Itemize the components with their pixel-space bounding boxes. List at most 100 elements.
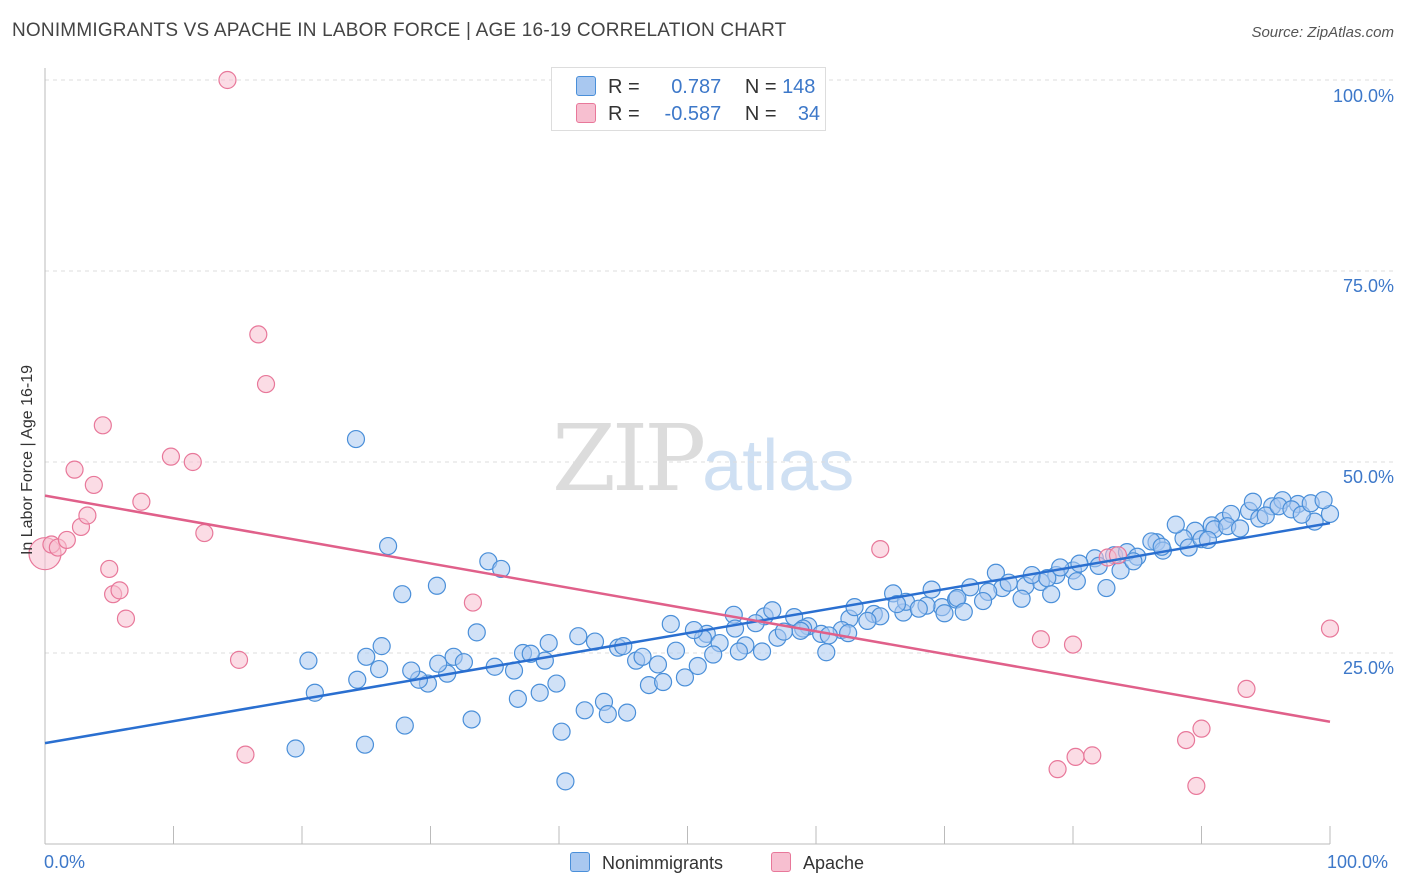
apache-point: [161, 447, 181, 466]
apache-point: [84, 475, 103, 495]
nonimmigrants-point: [817, 643, 836, 662]
correlation-legend: R = 0.787 N = 148 R = -0.587 N = 34: [551, 67, 826, 131]
nonimmigrants-point: [1042, 585, 1061, 604]
nonimmigrants-point: [547, 674, 566, 693]
nonimmigrants-point: [729, 642, 749, 661]
nonimmigrants-point: [704, 645, 723, 664]
apache-point: [100, 559, 119, 579]
source-label: Source: ZipAtlas.com: [1251, 24, 1394, 41]
apache-point: [1063, 635, 1083, 654]
nonimmigrants-point: [286, 739, 305, 758]
nonimmigrants-point: [648, 655, 668, 674]
nonimmigrants-point: [935, 604, 954, 623]
y-tick-label: 75.0%: [1342, 276, 1394, 296]
apache-point: [1320, 619, 1340, 638]
nonimmigrants-point: [402, 661, 421, 680]
legend-n-label: N =: [744, 76, 777, 98]
nonimmigrants-point: [575, 701, 594, 720]
nonimmigrants-point: [539, 633, 558, 653]
nonimmigrants-point: [858, 611, 877, 631]
nonimmigrants-point: [845, 598, 864, 617]
apache-point: [1187, 776, 1206, 796]
x-tick-label: 100.0%: [1327, 852, 1389, 872]
apache-point: [132, 492, 151, 511]
nonimmigrants-point: [508, 689, 527, 708]
nonimmigrants-point: [1230, 519, 1250, 538]
apache-point: [183, 452, 202, 472]
legend-r-label: R =: [608, 103, 640, 125]
nonimmigrants-point: [763, 601, 782, 620]
nonimmigrants-point: [887, 595, 907, 614]
legend-label: Nonimmigrants: [602, 853, 724, 873]
nonimmigrants-point: [393, 585, 412, 604]
nonimmigrants-point: [467, 623, 486, 642]
nonimmigrants-point: [454, 653, 474, 672]
legend-r-value: 0.787: [671, 76, 722, 98]
apache-point: [218, 70, 237, 90]
nonimmigrants-point: [1097, 578, 1116, 598]
nonimmigrants-point: [1067, 572, 1086, 591]
nonimmigrants-point: [372, 637, 391, 656]
nonimmigrants-point: [427, 576, 447, 595]
apache-point: [93, 416, 112, 435]
y-tick-label: 100.0%: [1332, 86, 1394, 106]
legend-row-apache: R = -0.587 N = 34: [576, 103, 820, 126]
nonimmigrants-point: [653, 672, 673, 692]
nonimmigrants-point: [378, 536, 398, 556]
nonimmigrants-point: [569, 627, 588, 646]
apache-point: [463, 593, 483, 612]
nonimmigrants-point: [395, 716, 414, 735]
nonimmigrants-point: [462, 710, 481, 729]
legend-label: Apache: [803, 853, 865, 873]
nonimmigrants-point: [530, 683, 549, 702]
y-tick-label: 50.0%: [1342, 467, 1394, 487]
nonimmigrants-point: [688, 656, 707, 676]
nonimmigrants-point: [961, 578, 980, 597]
apache-point: [256, 374, 276, 394]
bottom-legend-apache: Apache: [771, 852, 864, 874]
legend-n-label: N =: [744, 103, 777, 125]
apache-point: [1066, 747, 1085, 767]
apache-point: [110, 581, 129, 600]
apache-point: [1176, 730, 1196, 750]
legend-swatch-blue: [576, 76, 596, 96]
apache-point: [65, 460, 84, 479]
apache-point: [78, 506, 97, 525]
chart-title: NONIMMIGRANTS VS APACHE IN LABOR FORCE |…: [12, 20, 787, 41]
nonimmigrants-point: [954, 602, 973, 621]
nonimmigrants-point: [909, 599, 928, 618]
apache-point: [236, 745, 255, 764]
nonimmigrants-point: [752, 642, 772, 661]
nonimmigrants-point: [1166, 515, 1185, 534]
nonimmigrants-point: [1243, 492, 1263, 511]
apache-trend-line: [44, 494, 1331, 723]
nonimmigrants-point: [1012, 589, 1031, 608]
nonimmigrants-point: [661, 614, 680, 634]
x-tick-label: 0.0%: [44, 852, 86, 872]
apache-point: [1048, 760, 1067, 779]
nonimmigrants-point: [492, 559, 511, 579]
nonimmigrants-point: [429, 654, 448, 673]
apache-point: [1237, 679, 1256, 699]
apache-point: [229, 650, 249, 669]
nonimmigrants-point: [1070, 554, 1089, 573]
y-axis-label: In Labor Force | Age 16-19: [19, 364, 36, 556]
apache-point: [249, 325, 268, 344]
nonimmigrants-point: [370, 659, 389, 679]
nonimmigrants-point: [355, 735, 375, 754]
legend-swatch-pink: [576, 103, 596, 123]
nonimmigrants-point: [346, 429, 366, 449]
apache-point: [195, 523, 214, 543]
nonimmigrants-trend-line: [44, 521, 1331, 745]
nonimmigrants-point: [556, 772, 575, 791]
nonimmigrants-point: [552, 722, 571, 741]
nonimmigrants-point: [725, 619, 745, 638]
legend-swatch-blue: [570, 852, 590, 872]
apache-point: [871, 539, 890, 559]
y-tick-label: 25.0%: [1342, 658, 1394, 678]
legend-n-value: 148: [782, 76, 816, 98]
bottom-legend-nonimmigrants: Nonimmigrants: [570, 852, 723, 874]
nonimmigrants-point: [973, 591, 993, 611]
nonimmigrants-point: [666, 641, 686, 660]
